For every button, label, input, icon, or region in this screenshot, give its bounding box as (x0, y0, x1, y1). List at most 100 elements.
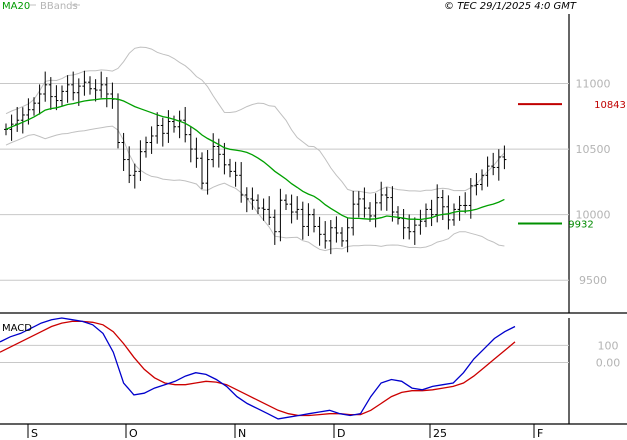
ohlc-bar (104, 77, 109, 108)
ohlc-bar (65, 75, 70, 103)
macd-title: MACD (2, 323, 32, 334)
ohlc-bars (4, 70, 507, 255)
ohlc-bar (110, 82, 115, 109)
ohlc-bar (32, 97, 36, 116)
ohlc-bar (37, 84, 42, 115)
ohlc-bar (491, 152, 496, 176)
x-tick-label: S (31, 427, 38, 440)
ohlc-bar (424, 203, 428, 228)
ohlc-bar (211, 133, 216, 168)
x-tick-label: F (537, 427, 543, 440)
chart-frame (0, 14, 627, 425)
ohlc-bar (121, 132, 126, 171)
ohlc-bar (60, 85, 64, 107)
ohlc-bar (216, 138, 221, 168)
lower-band (5, 125, 505, 252)
ohlc-bar (54, 85, 59, 111)
ohlc-bar (272, 209, 277, 245)
ohlc-bar (306, 203, 311, 237)
ohlc-bar (440, 189, 445, 221)
ohlc-bar (312, 208, 316, 233)
ohlc-bar (502, 145, 507, 170)
ohlc-bar (384, 187, 389, 211)
ohlc-bar (172, 115, 176, 133)
ma20-line (5, 97, 505, 221)
ohlc-bar (43, 71, 48, 102)
upper-band (5, 46, 505, 194)
ohlc-bar (300, 201, 305, 240)
ohlc-bar (9, 114, 14, 141)
ohlc-bar (149, 126, 154, 154)
ohlc-bar (166, 110, 171, 143)
ohlc-bar (194, 137, 199, 168)
macd-signal-line (0, 320, 516, 417)
bollinger-bands (5, 46, 505, 252)
ohlc-bar (239, 162, 244, 203)
price-grid: 11000 10500 10000 9500 (0, 78, 611, 287)
x-tick-label: O (129, 427, 138, 440)
ohlc-bar (345, 218, 350, 253)
ohlc-bar (155, 112, 160, 144)
ohlc-bar (138, 140, 143, 181)
ohlc-bar (228, 158, 232, 178)
ohlc-bar (323, 221, 328, 249)
ohlc-bar (463, 192, 468, 214)
ohlc-bar (200, 152, 204, 190)
ohlc-bar (418, 209, 423, 235)
ohlc-bar (267, 196, 272, 226)
ohlc-bar (446, 195, 451, 230)
ohlc-bar (289, 194, 294, 224)
ohlc-bar (188, 126, 193, 163)
ohlc-bar (317, 216, 322, 246)
macd-tick-label: 0.00 (596, 356, 621, 369)
ohlc-bar (362, 187, 367, 218)
ohlc-bar (284, 194, 288, 211)
ma20-legend: MA20 (2, 1, 30, 12)
ohlc-bar (373, 193, 378, 228)
ohlc-bar (328, 220, 333, 255)
x-tick-label: D (337, 427, 345, 440)
ohlc-bar (474, 173, 479, 196)
ohlc-bar (278, 188, 283, 242)
ohlc-bar (250, 187, 255, 210)
ohlc-bar (457, 195, 462, 221)
ohlc-bar (407, 214, 412, 240)
ohlc-bar (233, 161, 238, 187)
ohlc-bar (183, 106, 188, 143)
level-annotations: 10843 9932 (518, 100, 626, 231)
ohlc-bar (256, 194, 260, 214)
ohlc-bar (356, 191, 361, 218)
ohlc-bar (351, 190, 356, 236)
ohlc-bar (48, 77, 53, 110)
ohlc-bar (76, 78, 81, 106)
ohlc-bar (116, 93, 120, 149)
ohlc-bar (401, 209, 406, 240)
ohlc-bar (93, 79, 98, 102)
price-tick-label: 9500 (579, 274, 607, 287)
ohlc-bar (99, 71, 104, 98)
x-tick-label: N (238, 427, 246, 440)
ohlc-bar (379, 181, 384, 211)
ohlc-bar (340, 227, 344, 247)
ohlc-bar (88, 76, 92, 95)
ohlc-bar (496, 149, 501, 181)
macd-tick-label: 100 (598, 339, 619, 352)
ohlc-bar (334, 216, 339, 243)
support-label: 9932 (568, 220, 593, 231)
ohlc-bar (485, 156, 490, 187)
resistance-label: 10843 (594, 100, 626, 111)
price-tick-label: 10000 (576, 209, 611, 222)
copyright-label: © TEC 29/1/2025 4:0 GMT (444, 1, 577, 12)
ohlc-bar (244, 187, 249, 213)
ohlc-bar (205, 149, 210, 195)
ohlc-bar (160, 117, 165, 147)
price-tick-label: 11000 (576, 78, 611, 91)
x-tick-label: 25 (433, 427, 447, 440)
ohlc-bar (20, 107, 25, 134)
bbands-legend: BBands (40, 1, 78, 12)
macd-line (0, 317, 516, 420)
ohlc-bar (144, 136, 148, 158)
ma20-path (5, 97, 505, 221)
ohlc-bar (261, 198, 266, 221)
